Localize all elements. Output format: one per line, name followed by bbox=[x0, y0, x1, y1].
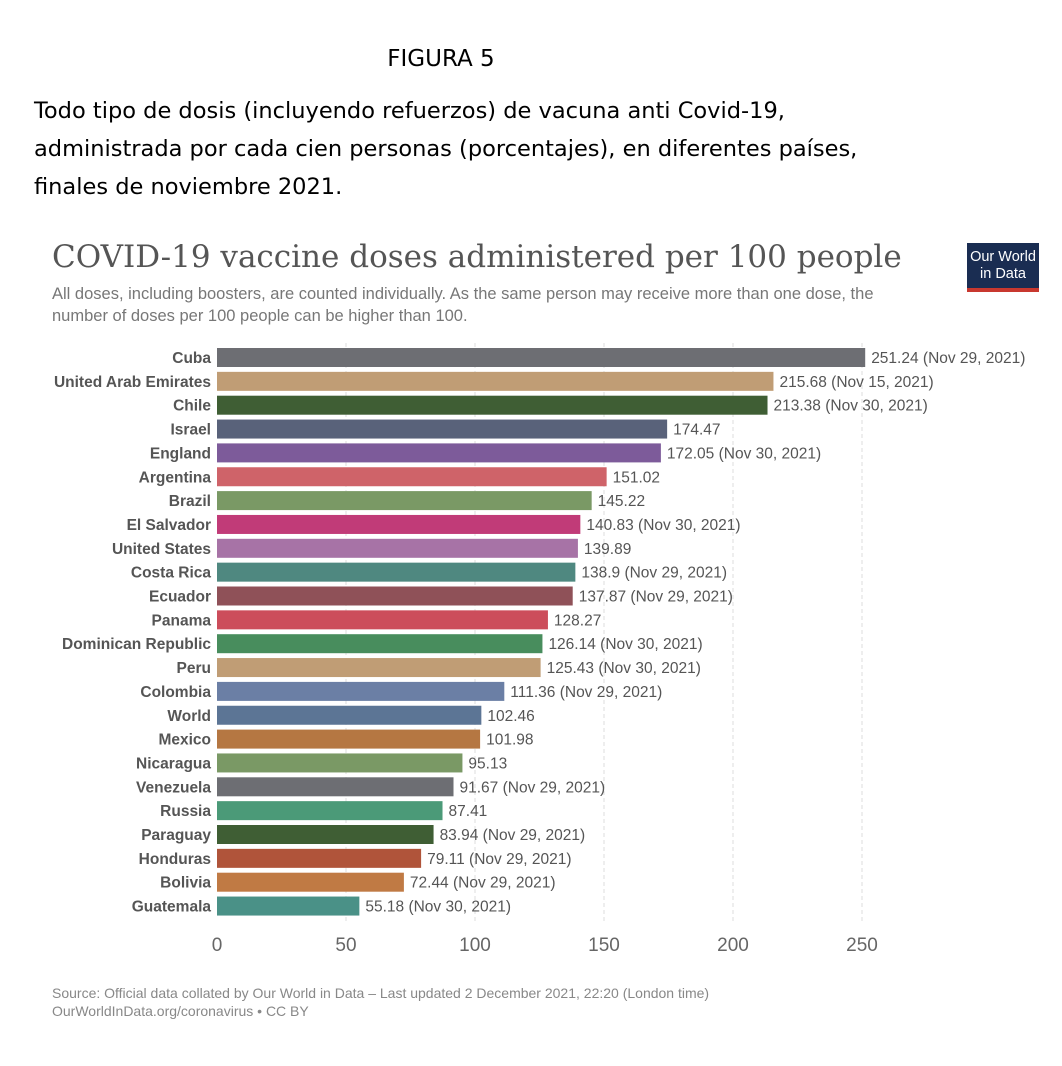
value-label: 140.83 (Nov 30, 2021) bbox=[586, 517, 740, 534]
bar[interactable] bbox=[217, 872, 404, 892]
figure-caption: Todo tipo de dosis (incluyendo refuerzos… bbox=[34, 92, 1034, 206]
category-label: Dominican Republic bbox=[62, 636, 211, 653]
category-label: United Arab Emirates bbox=[54, 374, 211, 391]
value-label: 215.68 (Nov 15, 2021) bbox=[779, 374, 933, 391]
caption-line: Todo tipo de dosis (incluyendo refuerzos… bbox=[34, 98, 785, 124]
category-label: Peru bbox=[177, 660, 211, 677]
bar[interactable] bbox=[217, 705, 482, 725]
category-label: Chile bbox=[173, 398, 211, 415]
bar[interactable] bbox=[217, 467, 607, 487]
value-label: 111.36 (Nov 29, 2021) bbox=[510, 684, 662, 701]
bar[interactable] bbox=[217, 371, 774, 391]
category-label: Israel bbox=[170, 422, 211, 439]
category-label: United States bbox=[112, 541, 211, 558]
bar[interactable] bbox=[217, 419, 668, 439]
bar[interactable] bbox=[217, 395, 768, 415]
value-label: 101.98 bbox=[486, 732, 533, 749]
our-world-in-data-logo[interactable]: Our World in Data bbox=[967, 243, 1039, 292]
x-tick-label: 200 bbox=[717, 935, 749, 956]
category-label: Colombia bbox=[140, 684, 211, 701]
value-label: 55.18 (Nov 30, 2021) bbox=[365, 899, 511, 916]
x-tick-label: 0 bbox=[212, 935, 223, 956]
category-label: Honduras bbox=[139, 851, 211, 868]
bar[interactable] bbox=[217, 562, 576, 582]
bar[interactable] bbox=[217, 514, 581, 534]
bar[interactable] bbox=[217, 681, 505, 701]
category-label: Costa Rica bbox=[131, 565, 211, 582]
value-label: 137.87 (Nov 29, 2021) bbox=[579, 589, 733, 606]
caption-line: finales de noviembre 2021. bbox=[34, 174, 343, 200]
value-label: 128.27 bbox=[554, 612, 601, 629]
category-label: Cuba bbox=[172, 350, 211, 367]
category-label: Bolivia bbox=[160, 875, 211, 892]
category-label: England bbox=[150, 445, 211, 462]
bar[interactable] bbox=[217, 538, 578, 558]
bar[interactable] bbox=[217, 610, 548, 630]
value-label: 172.05 (Nov 30, 2021) bbox=[667, 445, 821, 462]
category-label: Guatemala bbox=[132, 899, 212, 916]
value-label: 213.38 (Nov 30, 2021) bbox=[774, 398, 928, 415]
bar[interactable] bbox=[217, 825, 434, 844]
value-label: 125.43 (Nov 30, 2021) bbox=[547, 660, 701, 677]
chart-title: COVID-19 vaccine doses administered per … bbox=[52, 239, 902, 275]
bar[interactable] bbox=[217, 658, 541, 678]
category-label: Russia bbox=[160, 803, 211, 820]
category-label: Venezuela bbox=[136, 779, 211, 796]
category-label: Panama bbox=[152, 612, 212, 629]
bar[interactable] bbox=[217, 896, 360, 916]
category-label: World bbox=[167, 708, 211, 725]
bar[interactable] bbox=[217, 753, 463, 773]
value-label: 91.67 (Nov 29, 2021) bbox=[460, 779, 606, 796]
category-label: Paraguay bbox=[141, 827, 211, 844]
value-label: 72.44 (Nov 29, 2021) bbox=[410, 875, 556, 892]
x-tick-label: 150 bbox=[588, 935, 620, 956]
source-line: OurWorldInData.org/coronavirus • CC BY bbox=[52, 1003, 309, 1019]
value-label: 151.02 bbox=[613, 469, 660, 486]
category-label: Mexico bbox=[158, 732, 211, 749]
category-label: Nicaragua bbox=[136, 755, 211, 772]
figure-label: FIGURA 5 bbox=[387, 46, 495, 72]
bar[interactable] bbox=[217, 348, 866, 367]
bar[interactable] bbox=[217, 777, 454, 797]
value-label: 87.41 bbox=[449, 803, 488, 820]
bar[interactable] bbox=[217, 443, 661, 463]
bar[interactable] bbox=[217, 729, 481, 749]
bar[interactable] bbox=[217, 848, 422, 868]
subtitle-line: number of doses per 100 people can be hi… bbox=[52, 307, 468, 325]
category-label: Ecuador bbox=[149, 589, 211, 606]
bar[interactable] bbox=[217, 586, 573, 606]
value-label: 79.11 (Nov 29, 2021) bbox=[427, 851, 571, 868]
bar[interactable] bbox=[217, 634, 543, 654]
value-label: 251.24 (Nov 29, 2021) bbox=[871, 350, 1025, 367]
category-label: Brazil bbox=[169, 493, 211, 510]
value-label: 139.89 bbox=[584, 541, 631, 558]
source-note: Source: Official data collated by Our Wo… bbox=[52, 984, 709, 1020]
category-label: El Salvador bbox=[127, 517, 211, 534]
value-label: 138.9 (Nov 29, 2021) bbox=[581, 565, 727, 582]
value-label: 145.22 bbox=[598, 493, 645, 510]
value-label: 102.46 bbox=[487, 708, 534, 725]
chart-subtitle: All doses, including boosters, are count… bbox=[52, 283, 874, 327]
value-label: 83.94 (Nov 29, 2021) bbox=[440, 827, 586, 844]
subtitle-line: All doses, including boosters, are count… bbox=[52, 285, 874, 303]
bar[interactable] bbox=[217, 801, 443, 821]
source-line: Source: Official data collated by Our Wo… bbox=[52, 985, 710, 1001]
logo-line: in Data bbox=[980, 266, 1026, 282]
x-tick-label: 50 bbox=[335, 935, 356, 956]
x-tick-label: 100 bbox=[459, 935, 491, 956]
bar[interactable] bbox=[217, 491, 592, 511]
value-label: 174.47 bbox=[673, 422, 720, 439]
logo-line: Our World bbox=[970, 249, 1036, 265]
value-label: 126.14 (Nov 30, 2021) bbox=[548, 636, 702, 653]
value-label: 95.13 bbox=[468, 755, 507, 772]
caption-line: administrada por cada cien personas (por… bbox=[34, 136, 858, 162]
x-tick-label: 250 bbox=[846, 935, 878, 956]
category-label: Argentina bbox=[139, 469, 212, 486]
